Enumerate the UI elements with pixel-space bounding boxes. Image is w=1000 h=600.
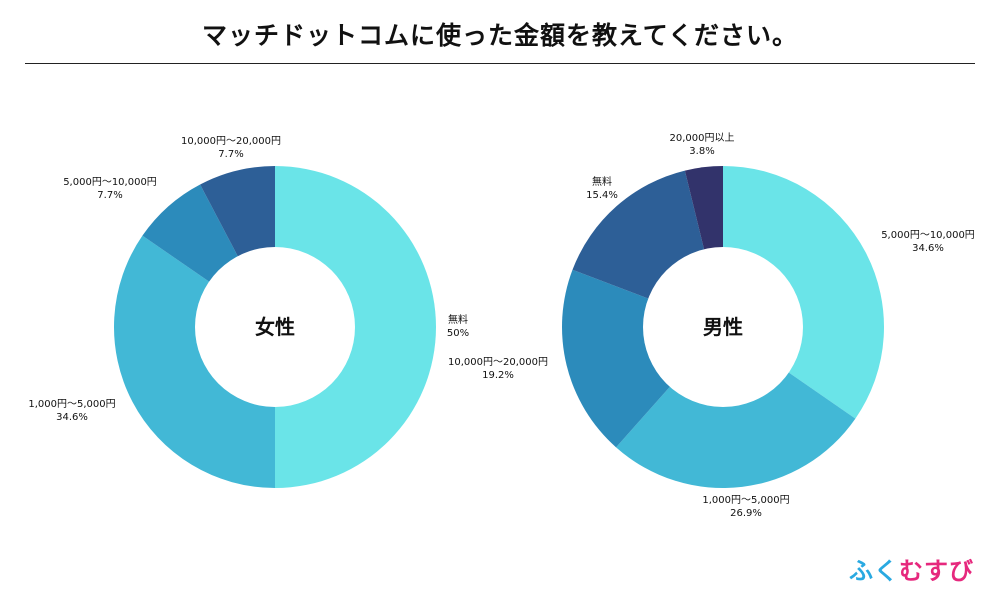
slice-label: 1,000円〜5,000円 [28, 399, 115, 410]
slice-label: 5,000円〜10,000円 [881, 230, 975, 241]
donut-chart-male: 5,000円〜10,000円 34.6% 1,000円〜5,000円 26.9% 10,… [448, 132, 975, 519]
slice-label: 10,000円〜20,000円 [181, 136, 281, 147]
brand-logo-char: く [874, 557, 899, 585]
slice-percent: 26.9% [730, 508, 762, 519]
slice-label: 5,000円〜10,000円 [63, 177, 157, 188]
slice-label: 1,000円〜5,000円 [702, 495, 789, 506]
slice-percent: 19.2% [482, 370, 514, 381]
pie-slice [275, 166, 436, 488]
pie-slice [114, 235, 275, 488]
page-title: マッチドットコムに使った金額を教えてください。 [201, 21, 798, 50]
donut-hole [643, 247, 803, 407]
brand-logo-char: す [924, 557, 949, 585]
slice-percent: 34.6% [56, 412, 88, 423]
slice-percent: 7.7% [218, 149, 243, 160]
brand-logo-char: む [899, 557, 924, 585]
slice-label: 20,000円以上 [670, 132, 735, 144]
slice-percent: 3.8% [689, 146, 714, 157]
slice-percent: 15.4% [586, 190, 618, 201]
slice-label: 無料 [592, 175, 612, 188]
brand-logo-char: ふ [849, 557, 874, 585]
pie-slice [723, 166, 885, 419]
donut-chart-female: 無料 50% 1,000円〜5,000円 34.6% 5,000円〜10,000円 7.7… [28, 136, 469, 488]
donut-hole [195, 247, 355, 407]
brand-logo-char: び [949, 557, 974, 585]
donut-center-label: 女性 [255, 315, 295, 339]
slice-label: 無料 [448, 313, 468, 326]
slice-label: 10,000円〜20,000円 [448, 357, 548, 368]
donut-center-label: 男性 [703, 315, 743, 339]
brand-logo: ふくむすび [849, 551, 974, 586]
slice-percent: 7.7% [97, 190, 122, 201]
slice-percent: 50% [447, 328, 469, 339]
title-divider [25, 63, 975, 64]
pie-slice [616, 327, 856, 489]
slice-percent: 34.6% [912, 243, 944, 254]
